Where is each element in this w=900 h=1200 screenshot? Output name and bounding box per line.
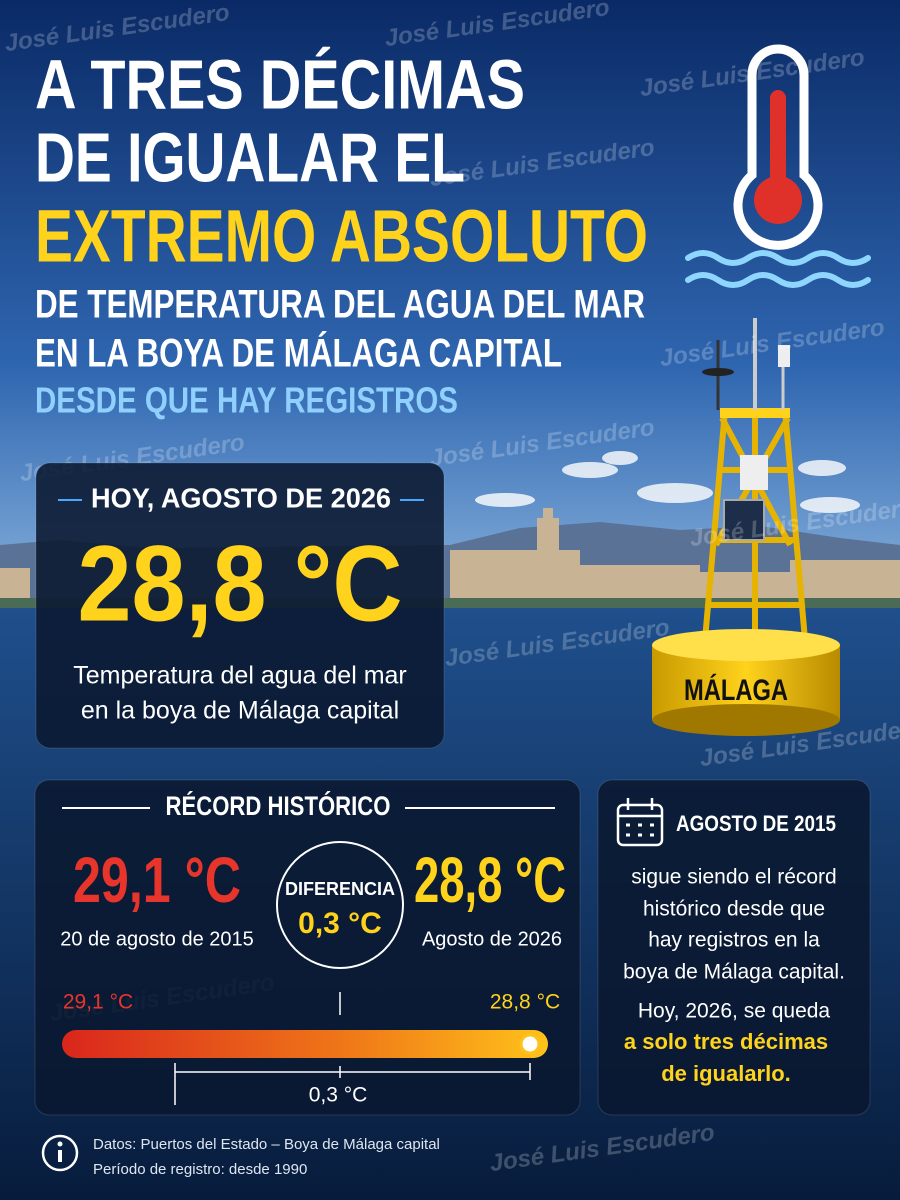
record-date: 20 de agosto de 2015 [60,928,254,950]
gap-label: 0,3 °C [309,1084,368,1107]
card-heading: RÉCORD HISTÓRICO [166,790,391,821]
source-line: Período de registro: desde 1990 [93,1161,307,1178]
side-card: AGOSTO DE 2015 sigue siendo el récord hi… [597,779,871,1116]
city [0,508,900,602]
title-line: A TRES DÉCIMAS [35,45,525,123]
footer: Datos: Puertos del Estado – Boya de Mála… [41,1134,440,1178]
calendar-icon [616,798,664,847]
body-line: boya de Málaga capital. [623,961,845,984]
bar-right-label: 28,8 °C [490,991,560,1014]
card-heading: HOY, AGOSTO DE 2026 [91,482,391,513]
buoy-label: MÁLAGA [684,673,788,707]
subtitle: DESDE QUE HAY REGISTROS [35,380,458,421]
body-line: sigue siendo el récord [631,866,836,889]
source-line: Datos: Puertos del Estado – Boya de Mála… [93,1136,440,1153]
highlight-line: a solo tres décimas [624,1029,828,1054]
title-highlight: EXTREMO ABSOLUTO [35,195,648,278]
record-card: RÉCORD HISTÓRICO 29,1 °C 20 de agosto de… [34,779,581,1116]
today-card: HOY, AGOSTO DE 2026 28,8 °C Temperatura … [35,462,445,749]
today-value: 28,8 °C [78,523,403,644]
title-line: DE TEMPERATURA DEL AGUA DEL MAR [35,283,645,327]
title-line: EN LA BOYA DE MÁLAGA CAPITAL [35,331,562,376]
caption: en la boya de Málaga capital [81,697,399,725]
difference-value: 0,3 °C [298,907,382,940]
record-value: 29,1 °C [73,844,241,916]
caption: Temperatura del agua del mar [73,662,407,690]
card-heading: AGOSTO DE 2015 [676,811,836,836]
title-line: DE IGUALAR EL [35,118,465,196]
temperature-bar [62,1030,548,1058]
thermometer-icon [685,44,871,288]
body-line: histórico desde que [643,898,825,921]
shore [0,598,900,608]
highlight-line: de igualarlo. [661,1061,791,1086]
body-line: hay registros en la [648,929,820,952]
buoy: MÁLAGA [652,318,840,736]
difference-label: DIFERENCIA [285,879,395,899]
body-line: Hoy, 2026, se queda [638,1000,831,1023]
clouds [475,451,860,513]
current-date: Agosto de 2026 [422,928,562,950]
current-value: 28,8 °C [414,844,566,916]
bar-left-label: 29,1 °C [63,991,133,1014]
